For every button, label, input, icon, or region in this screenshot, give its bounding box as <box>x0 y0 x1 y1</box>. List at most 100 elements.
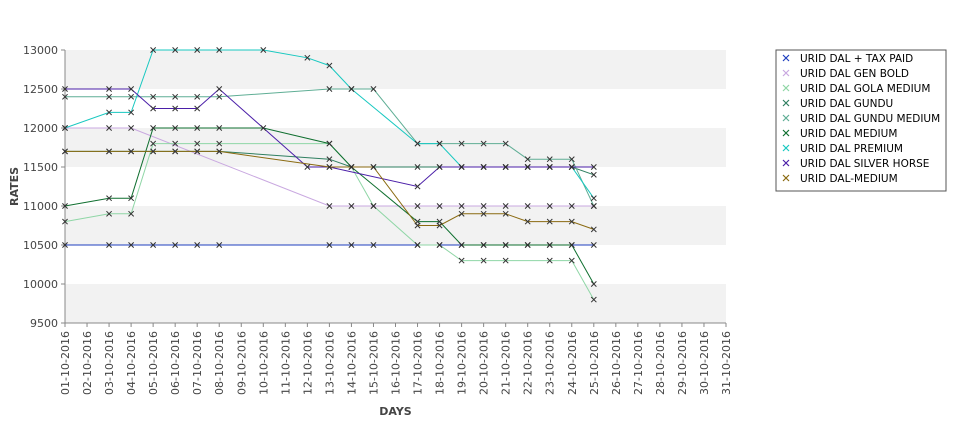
data-point <box>348 164 355 170</box>
legend-label: URID DAL GUNDU <box>800 98 893 110</box>
data-markers <box>62 47 597 303</box>
y-tick-label: 10000 <box>23 278 58 291</box>
data-point <box>304 164 311 170</box>
data-point <box>414 140 421 147</box>
data-point <box>128 125 135 131</box>
data-point <box>172 93 179 100</box>
data-point <box>62 86 68 92</box>
data-point <box>194 140 201 147</box>
data-point <box>568 257 575 264</box>
data-point <box>458 203 465 209</box>
data-point <box>150 105 157 112</box>
data-point <box>194 125 201 131</box>
data-point <box>546 257 553 264</box>
legend-marker <box>782 159 790 167</box>
legend-marker <box>782 114 790 122</box>
x-axis-title: DAYS <box>379 405 412 418</box>
data-point <box>326 242 333 248</box>
x-tick-label: 25-10-2016 <box>588 331 601 395</box>
legend-label: URID DAL SILVER HORSE <box>800 158 929 170</box>
data-point <box>172 242 179 248</box>
data-point <box>128 210 135 217</box>
data-point <box>590 242 597 248</box>
grid-bands <box>65 50 726 323</box>
data-point <box>590 203 597 209</box>
x-tick-label: 30-10-2016 <box>698 331 711 395</box>
data-point <box>436 140 443 147</box>
data-point <box>524 156 531 163</box>
x-tick-label: 18-10-2016 <box>434 331 447 395</box>
x-tick-label: 04-10-2016 <box>125 331 138 395</box>
data-point <box>458 164 465 170</box>
data-point <box>502 257 509 264</box>
data-point <box>414 164 421 170</box>
data-point <box>414 203 421 209</box>
x-tick-label: 27-10-2016 <box>632 331 645 395</box>
data-point <box>480 164 487 170</box>
x-tick-label: 14-10-2016 <box>345 331 358 395</box>
x-tick-label: 01-10-2016 <box>59 331 72 395</box>
data-point <box>348 242 355 248</box>
data-point <box>326 164 333 170</box>
data-point <box>326 156 333 163</box>
data-point <box>348 86 355 92</box>
data-point <box>216 93 223 100</box>
data-point <box>480 140 487 147</box>
x-tick-label: 02-10-2016 <box>81 331 94 395</box>
legend-label: URID DAL GOLA MEDIUM <box>800 83 930 95</box>
data-point <box>370 164 377 170</box>
x-tick-label: 26-10-2016 <box>610 331 623 395</box>
data-point <box>150 148 157 155</box>
legend: URID DAL + TAX PAID URID DAL GEN BOLD URID… <box>775 49 947 192</box>
legend-marker <box>782 174 790 182</box>
data-point <box>172 140 179 147</box>
legend-marker <box>782 144 790 152</box>
data-point <box>172 148 179 155</box>
data-point <box>216 86 223 92</box>
data-point <box>502 164 509 170</box>
data-point <box>502 203 509 209</box>
x-tick-label: 29-10-2016 <box>676 331 689 395</box>
data-point <box>458 242 465 248</box>
y-tick-label: 13000 <box>23 44 58 57</box>
y-axis-title: RATES <box>8 167 21 206</box>
data-point <box>150 93 157 100</box>
legend-marker <box>782 84 790 92</box>
data-point <box>216 148 223 155</box>
x-tick-label: 15-10-2016 <box>367 331 380 395</box>
data-point <box>414 222 421 229</box>
x-tick-label: 13-10-2016 <box>323 331 336 395</box>
data-point <box>128 86 135 92</box>
data-point <box>546 203 553 209</box>
y-tick-label: 10500 <box>23 239 58 252</box>
data-point <box>216 125 223 131</box>
grid-band <box>65 50 726 89</box>
data-point <box>480 203 487 209</box>
data-point <box>62 203 68 209</box>
data-point <box>106 210 113 217</box>
data-point <box>524 164 531 170</box>
data-point <box>370 203 377 209</box>
y-tick-label: 9500 <box>30 317 58 330</box>
data-point <box>106 93 113 100</box>
data-point <box>150 242 157 248</box>
data-point <box>194 105 201 112</box>
data-point <box>546 242 553 248</box>
data-point <box>128 93 135 100</box>
data-point <box>502 210 509 217</box>
data-point <box>348 203 355 209</box>
data-point <box>216 242 223 248</box>
y-tick-label: 11000 <box>23 200 58 213</box>
data-point <box>172 105 179 112</box>
legend-label: URID DAL GUNDU MEDIUM <box>800 113 940 125</box>
legend-label: URID DAL + TAX PAID <box>800 53 913 65</box>
data-point <box>106 86 113 92</box>
data-point <box>370 242 377 248</box>
data-point <box>414 183 421 190</box>
data-point <box>370 86 377 92</box>
data-point <box>128 242 135 248</box>
data-point <box>326 140 333 147</box>
data-point <box>326 62 333 69</box>
x-tick-label: 06-10-2016 <box>169 331 182 395</box>
